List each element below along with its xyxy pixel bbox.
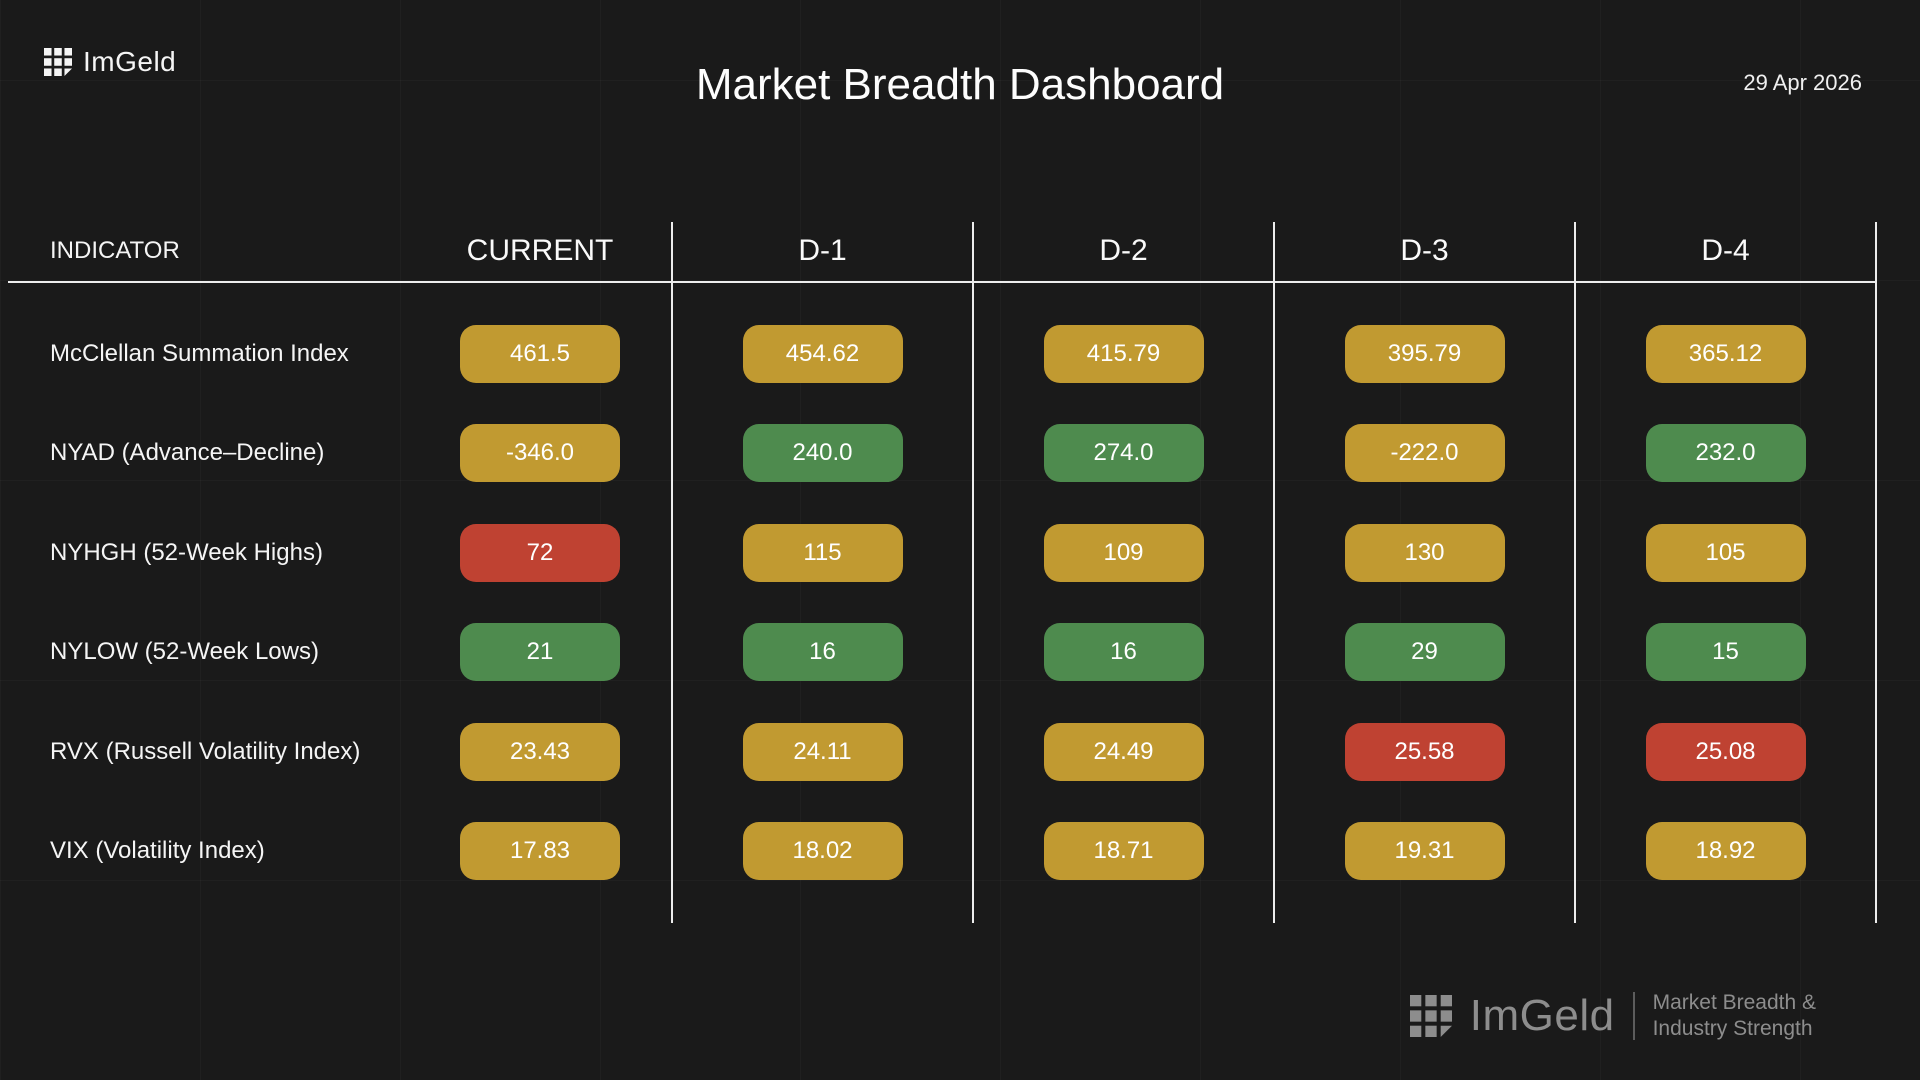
value-pill: 109 — [1043, 523, 1204, 582]
column-divider — [1875, 222, 1877, 923]
value-pill: -346.0 — [460, 424, 620, 483]
indicator-label: RVX (Russell Volatility Index) — [50, 737, 361, 765]
column-header-indicator: INDICATOR — [50, 237, 180, 264]
value-pill: 24.49 — [1043, 722, 1204, 781]
table-row: NYHGH (52-Week Highs) 72 115 109 130 105 — [0, 503, 1920, 603]
footer-grid-icon — [1409, 995, 1452, 1037]
value-pill: 395.79 — [1344, 324, 1505, 383]
footer-brand: ImGeld Market Breadth & Industry Strengt… — [1409, 990, 1816, 1042]
brand-grid-icon — [44, 48, 72, 76]
value-pill: 29 — [1344, 623, 1505, 682]
indicator-label: NYLOW (52-Week Lows) — [50, 638, 319, 666]
brand-name: ImGeld — [83, 46, 177, 77]
table-row: VIX (Volatility Index) 17.83 18.02 18.71… — [0, 802, 1920, 902]
value-pill: 454.62 — [742, 324, 903, 383]
column-divider — [1574, 222, 1576, 923]
column-divider — [972, 222, 974, 923]
value-pill: 19.31 — [1344, 822, 1505, 881]
table-header: INDICATOR CURRENT D-1 D-2 D-3 D-4 — [0, 222, 1920, 280]
value-pill: 274.0 — [1043, 424, 1204, 483]
column-header-d1: D-1 — [798, 234, 847, 267]
indicator-label: McClellan Summation Index — [50, 339, 349, 367]
value-pill: 15 — [1645, 623, 1806, 682]
value-pill: 18.92 — [1645, 822, 1806, 881]
indicator-label: VIX (Volatility Index) — [50, 837, 265, 865]
value-pill: 415.79 — [1043, 324, 1204, 383]
value-pill: 21 — [460, 623, 620, 682]
value-pill: 115 — [742, 523, 903, 582]
value-pill: 16 — [1043, 623, 1204, 682]
table-body: McClellan Summation Index 461.5 454.62 4… — [0, 304, 1920, 901]
table-row: NYAD (Advance–Decline) -346.0 240.0 274.… — [0, 404, 1920, 504]
column-header-d4: D-4 — [1701, 234, 1750, 267]
column-header-d2: D-2 — [1099, 234, 1148, 267]
footer-brand-name: ImGeld — [1469, 991, 1615, 1040]
footer-divider — [1632, 992, 1635, 1040]
column-divider — [671, 222, 673, 923]
value-pill: 461.5 — [460, 324, 620, 383]
value-pill: 25.58 — [1344, 722, 1505, 781]
value-pill: 25.08 — [1645, 722, 1806, 781]
table-row: RVX (Russell Volatility Index) 23.43 24.… — [0, 702, 1920, 802]
column-header-d3: D-3 — [1400, 234, 1449, 267]
header-underline — [8, 281, 1876, 283]
value-pill: 240.0 — [742, 424, 903, 483]
value-pill: 105 — [1645, 523, 1806, 582]
column-divider — [1273, 222, 1275, 923]
table-row: McClellan Summation Index 461.5 454.62 4… — [0, 304, 1920, 404]
value-pill: -222.0 — [1344, 424, 1505, 483]
value-pill: 365.12 — [1645, 324, 1806, 383]
value-pill: 23.43 — [460, 722, 620, 781]
page-title: Market Breadth Dashboard — [695, 60, 1225, 109]
value-pill: 24.11 — [742, 722, 903, 781]
indicator-label: NYAD (Advance–Decline) — [50, 439, 325, 467]
indicator-label: NYHGH (52-Week Highs) — [50, 538, 323, 566]
footer-tagline: Market Breadth & Industry Strength — [1653, 990, 1816, 1042]
brand-logo: ImGeld — [44, 46, 176, 78]
value-pill: 16 — [742, 623, 903, 682]
value-pill: 17.83 — [460, 822, 620, 881]
value-pill: 130 — [1344, 523, 1505, 582]
footer-tagline-line1: Market Breadth & — [1652, 991, 1816, 1014]
column-header-current: CURRENT — [466, 234, 614, 267]
value-pill: 232.0 — [1645, 424, 1806, 483]
value-pill: 18.71 — [1043, 822, 1204, 881]
value-pill: 72 — [460, 523, 620, 582]
report-date: 29 Apr 2026 — [1743, 70, 1862, 95]
footer-tagline-line2: Industry Strength — [1652, 1017, 1813, 1040]
value-pill: 18.02 — [742, 822, 903, 881]
table-row: NYLOW (52-Week Lows) 21 16 16 29 15 — [0, 603, 1920, 703]
